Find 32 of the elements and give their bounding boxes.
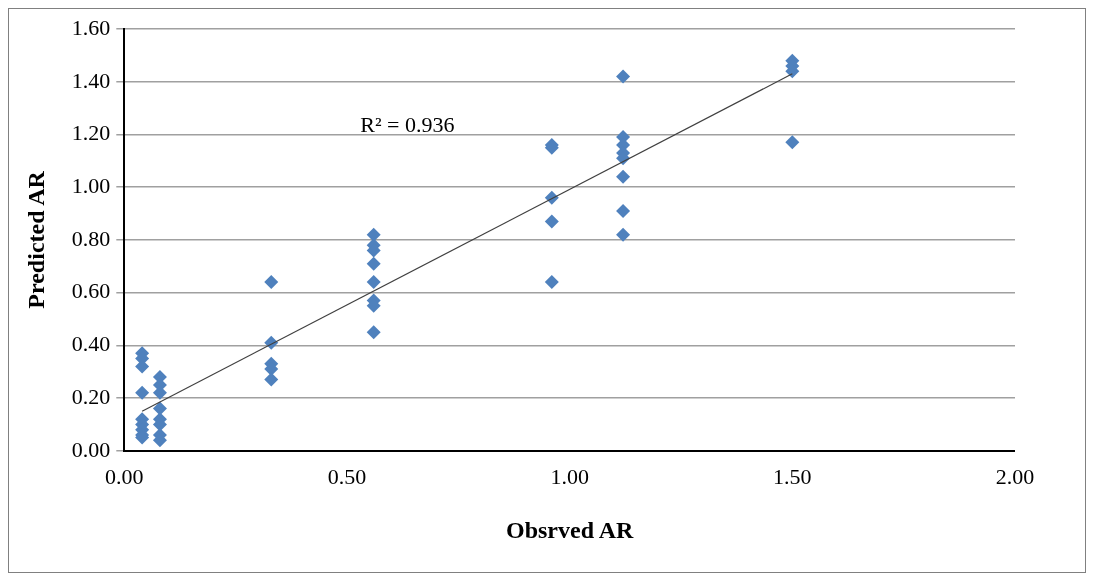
y-tick-label: 0.40 <box>71 331 111 357</box>
point <box>544 275 559 290</box>
y-tick-label: 1.20 <box>71 120 111 146</box>
point <box>366 256 381 271</box>
point <box>264 275 279 290</box>
x-tick-label: 1.50 <box>773 463 812 489</box>
y-tick-label: 0.60 <box>71 278 111 304</box>
y-tick-label: 1.60 <box>71 14 111 40</box>
point <box>366 227 381 242</box>
point <box>135 385 150 400</box>
x-tick-label: 0.50 <box>327 463 367 489</box>
point <box>616 203 631 218</box>
x-tick-label: 0.00 <box>105 463 144 489</box>
y-axis-title: Predicted AR <box>22 170 49 309</box>
y-tick-label: 1.40 <box>71 67 111 93</box>
point <box>785 135 800 150</box>
point <box>366 275 381 290</box>
point <box>616 69 631 84</box>
point <box>616 169 631 184</box>
x-tick-label: 1.00 <box>550 463 589 489</box>
y-tick-label: 1.00 <box>71 172 111 198</box>
y-tick-label: 0.00 <box>71 436 111 462</box>
y-tick-label: 0.20 <box>71 383 111 409</box>
point <box>616 227 631 242</box>
point <box>366 325 381 340</box>
x-axis-title: Obsrved AR <box>505 516 634 543</box>
point <box>152 401 167 416</box>
y-tick-label: 0.80 <box>71 225 111 251</box>
point <box>264 372 279 387</box>
annotation: R² = 0.936 <box>360 112 455 138</box>
point <box>544 214 559 229</box>
x-tick-label: 2.00 <box>995 463 1035 489</box>
